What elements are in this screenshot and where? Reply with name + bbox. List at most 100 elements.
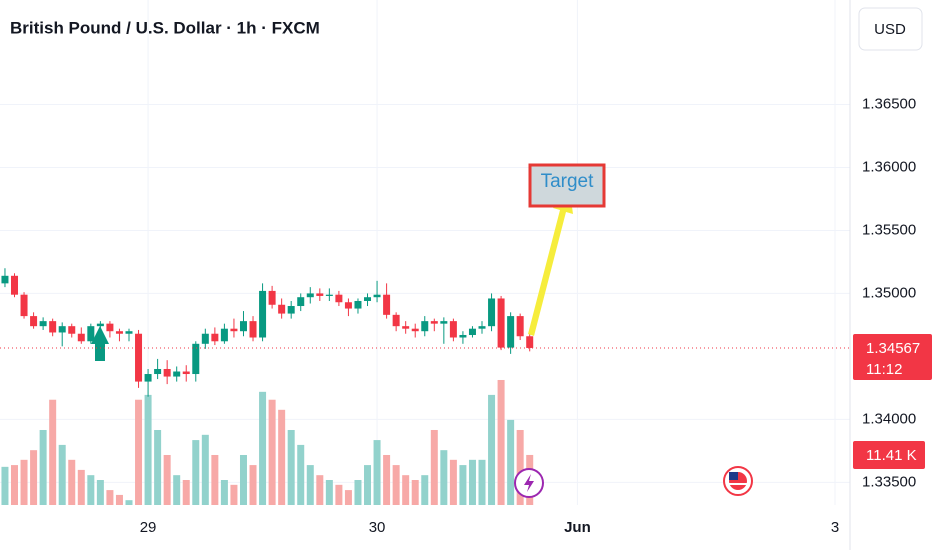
x-tick-label: Jun (564, 519, 591, 536)
volume-bar (220, 479, 228, 505)
candle-body (96, 323, 104, 327)
volume-bar (58, 444, 66, 505)
volume-bar (115, 494, 123, 505)
candle-body (373, 294, 381, 298)
candle-body (449, 321, 457, 338)
volume-bar (96, 479, 104, 505)
volume-bar (144, 394, 152, 505)
volume-bar (201, 434, 209, 505)
candle-body (497, 298, 505, 348)
volume-bar (135, 399, 143, 505)
volume-bar (306, 465, 314, 505)
currency[interactable]: USD (874, 21, 906, 38)
volume-bar (335, 484, 343, 505)
candle-body (20, 294, 28, 317)
volume-bar (497, 379, 505, 505)
last-price-label: 1.34567 (866, 340, 920, 357)
volume-bar (287, 429, 295, 505)
candle-body (39, 321, 47, 327)
volume-bar (259, 391, 267, 505)
target-box (528, 163, 606, 208)
candle-body (182, 371, 190, 375)
volume-bar (268, 399, 276, 505)
volume-bar (354, 479, 362, 505)
candle-body (430, 321, 438, 324)
volume-bar (516, 429, 524, 505)
volume-bar (392, 465, 400, 505)
volume-bar (230, 484, 238, 505)
volume-bar (325, 479, 333, 505)
candle-body (526, 336, 534, 348)
volume-label-box (853, 441, 925, 469)
flag-canton (729, 472, 738, 480)
volume-bar (182, 479, 190, 505)
candle-body (507, 316, 515, 348)
candle-body (316, 293, 324, 296)
volume-bar (87, 475, 95, 505)
candle-body (478, 326, 486, 329)
candle-body (58, 326, 66, 333)
chart-title: British Pound / U.S. Dollar · 1h · FXCM (10, 18, 320, 37)
volume-bar (402, 475, 410, 505)
y-tick-label: 1.36000 (862, 158, 916, 175)
y-tick-label: 1.34000 (862, 410, 916, 427)
volume-bar (373, 440, 381, 505)
candle-body (268, 290, 276, 305)
volume-bar (316, 475, 324, 505)
candle-body (421, 321, 429, 332)
x-tick-label: 29 (140, 519, 157, 536)
volume-bar (440, 450, 448, 505)
currency-box[interactable] (858, 7, 923, 51)
candle-body (77, 333, 85, 342)
candle-body (49, 321, 57, 333)
volume-bar (68, 459, 76, 505)
candle-body (220, 328, 228, 342)
volume-bar (297, 444, 305, 505)
x-tick-label: 3 (831, 519, 839, 536)
candle-body (440, 321, 448, 324)
candle-body (106, 323, 114, 332)
candle-body (115, 331, 123, 334)
volume-bar (106, 490, 114, 505)
arrow-up-icon (91, 326, 109, 361)
candle-body (335, 294, 343, 303)
y-tick-label: 1.35500 (862, 221, 916, 238)
volume-bar (125, 500, 133, 505)
candle-body (144, 374, 152, 382)
candle-body (488, 298, 496, 327)
candle-body (154, 368, 162, 375)
volume-label: 11.41 K (866, 447, 917, 464)
y-tick-label: 1.33500 (862, 473, 916, 490)
candle-body (468, 328, 476, 335)
candle-body (249, 321, 257, 338)
volume-bar (507, 419, 515, 505)
candle-body (30, 316, 38, 327)
candle-body (278, 304, 286, 314)
candle-body (392, 314, 400, 327)
candle-body (173, 371, 181, 377)
target-label: Target (541, 171, 595, 192)
target-arrow (528, 192, 573, 336)
candle-body (411, 328, 419, 332)
volume-bar (478, 459, 486, 505)
candle-body (11, 275, 19, 295)
candle-body (125, 331, 133, 334)
candle-body (325, 294, 333, 296)
volume-bar (411, 479, 419, 505)
candle-body (135, 333, 143, 382)
volume-bar (278, 409, 286, 505)
candle-body (239, 321, 247, 332)
candle-body (402, 326, 410, 329)
lightning (524, 474, 534, 492)
volume-bar (1, 466, 9, 505)
volume-bar (192, 440, 200, 505)
volume-bar (39, 429, 47, 505)
candle-body (259, 290, 267, 338)
candle-body (516, 316, 524, 337)
volume-bar (459, 465, 467, 505)
volume-bar (11, 465, 19, 505)
volume-bar (344, 490, 352, 505)
candle-body (297, 297, 305, 307)
